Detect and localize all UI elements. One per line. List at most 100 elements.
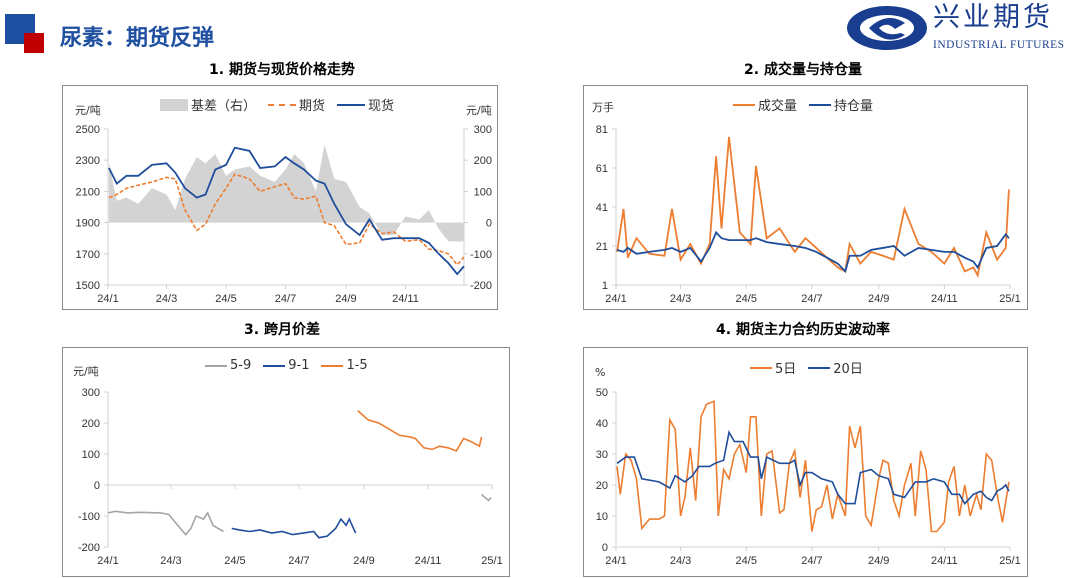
x-tick-label: 24/7: [801, 293, 822, 305]
chart4-legend: 5日 20日: [750, 358, 863, 377]
y-tick-label: 1: [602, 280, 608, 292]
y-tick-label: 50: [596, 387, 608, 399]
y-tick-label: 30: [596, 449, 608, 461]
x-tick-label: 24/3: [160, 555, 181, 567]
x-tick-label: 25/1: [481, 555, 502, 567]
y-tick-label: 300: [82, 387, 100, 399]
x-tick-label: 24/11: [415, 555, 442, 567]
y-tick-label: 2100: [76, 186, 100, 198]
logo-text-cn: 兴业期货: [933, 2, 1053, 33]
legend-5-9: 5-9: [205, 358, 251, 373]
chart2-title: 2. 成交量与持仓量: [744, 62, 862, 78]
page-title: 尿素：期货反弹: [60, 26, 215, 51]
y-tick-label: 41: [596, 202, 608, 214]
x-tick-label: 24/7: [801, 555, 822, 567]
x-tick-label: 24/11: [392, 293, 419, 305]
y-tick-label: 0: [94, 480, 100, 492]
series-基差（右）: [108, 144, 464, 242]
x-tick-label: 24/3: [670, 555, 691, 567]
y-tick-label: 1900: [76, 218, 100, 230]
x-tick-label: 24/1: [605, 293, 626, 305]
y2-tick-label: 0: [486, 218, 492, 230]
logo-square-red: [24, 33, 44, 53]
chart1-panel: [62, 85, 498, 310]
chart4-plot: 0 10 20 30 40 50 24/1 24/3 24/5 24/7 24/9 24/11 25/1: [596, 387, 1021, 567]
chart3-title: 3. 跨月价差: [244, 322, 320, 338]
chart3-legend: 5-9 9-1 1-5: [205, 358, 368, 373]
y-tick-label: 61: [596, 163, 608, 175]
chart4-y-unit: %: [595, 366, 606, 379]
y-tick-label: 200: [82, 418, 100, 430]
chart2-panel: [583, 85, 1028, 310]
series-期货: [108, 173, 465, 266]
x-tick-label: 24/9: [353, 555, 374, 567]
y-tick-label: -200: [78, 542, 100, 554]
x-tick-label: 24/3: [670, 293, 691, 305]
y-tick-label: 40: [596, 418, 608, 430]
x-tick-label: 24/9: [868, 293, 889, 305]
legend-futures: 期货: [268, 95, 325, 114]
x-tick-label: 24/5: [215, 293, 236, 305]
legend-spot: 现货: [337, 95, 394, 114]
legend-volume: 成交量: [733, 95, 797, 114]
chart1-legend: 基差（右） 期货 现货: [160, 95, 394, 114]
logo-emblem-icon: [847, 6, 927, 50]
y2-tick-label: 100: [474, 186, 492, 198]
x-tick-label: 25/1: [999, 555, 1020, 567]
y2-tick-label: 300: [474, 124, 492, 136]
logo-text-en: INDUSTRIAL FUTURES: [933, 39, 1065, 51]
series-20日: [616, 430, 1010, 505]
x-tick-label: 24/9: [335, 293, 356, 305]
x-tick-label: 24/9: [868, 555, 889, 567]
series-5-9: [107, 510, 224, 536]
legend-1-5: 1-5: [321, 358, 368, 373]
x-tick-label: 24/7: [288, 555, 309, 567]
chart1-y2-unit: 元/吨: [466, 104, 492, 117]
y-tick-label: 20: [596, 480, 608, 492]
legend-basis: 基差（右）: [160, 95, 256, 114]
y2-tick-label: -100: [470, 249, 492, 261]
y-tick-label: 100: [82, 449, 100, 461]
legend-9-1: 9-1: [263, 358, 309, 373]
chart3-panel: [62, 347, 510, 577]
x-tick-label: 25/1: [999, 293, 1020, 305]
series-9-1: [231, 517, 357, 539]
y-tick-label: 0: [602, 542, 608, 554]
chart4-panel: [583, 347, 1028, 577]
y2-tick-label: -200: [470, 280, 492, 292]
series-1-5: [357, 410, 483, 452]
chart3-plot: -200 -100 0 100 200 300 24/1 24/3 24/5 24/7 24/9 24…: [78, 387, 503, 567]
y2-tick-label: 200: [474, 155, 492, 167]
x-tick-label: 24/7: [275, 293, 296, 305]
chart2-y-unit: 万手: [592, 101, 614, 114]
y-tick-label: -100: [78, 511, 100, 523]
y-tick-label: 1700: [76, 249, 100, 261]
chart2-plot: 1 21 41 61 81 24/1 24/3 24/5 24/7 24/9 24/11 25/1: [596, 124, 1021, 305]
x-tick-label: 24/5: [736, 293, 757, 305]
y-tick-label: 2500: [76, 124, 100, 136]
chart1-y-unit: 元/吨: [75, 104, 101, 117]
x-tick-label: 24/1: [97, 555, 118, 567]
x-tick-label: 24/11: [931, 555, 958, 567]
y-tick-label: 81: [596, 124, 608, 136]
legend-open-interest: 持仓量: [809, 95, 873, 114]
x-tick-label: 24/11: [931, 293, 958, 305]
company-logo: 兴业期货 INDUSTRIAL FUTURES: [845, 3, 1077, 55]
chart3-y-unit: 元/吨: [73, 365, 99, 378]
legend-20day: 20日: [808, 358, 863, 377]
y-tick-label: 2300: [76, 155, 100, 167]
series-成交量: [616, 136, 1010, 278]
y-tick-label: 1500: [76, 280, 100, 292]
series-5-9: [480, 493, 492, 502]
series-5日: [616, 400, 1010, 533]
chart4-title: 4. 期货主力合约历史波动率: [716, 322, 890, 338]
chart2-legend: 成交量 持仓量: [733, 95, 873, 114]
legend-5day: 5日: [750, 358, 796, 377]
x-tick-label: 24/1: [605, 555, 626, 567]
x-tick-label: 24/1: [97, 293, 118, 305]
series-持仓量: [616, 230, 1010, 274]
chart1-plot: 1500 1700 1900 2100 2300 2500 -200 -100 0 100 200 3…: [76, 124, 492, 305]
x-tick-label: 24/5: [736, 555, 757, 567]
